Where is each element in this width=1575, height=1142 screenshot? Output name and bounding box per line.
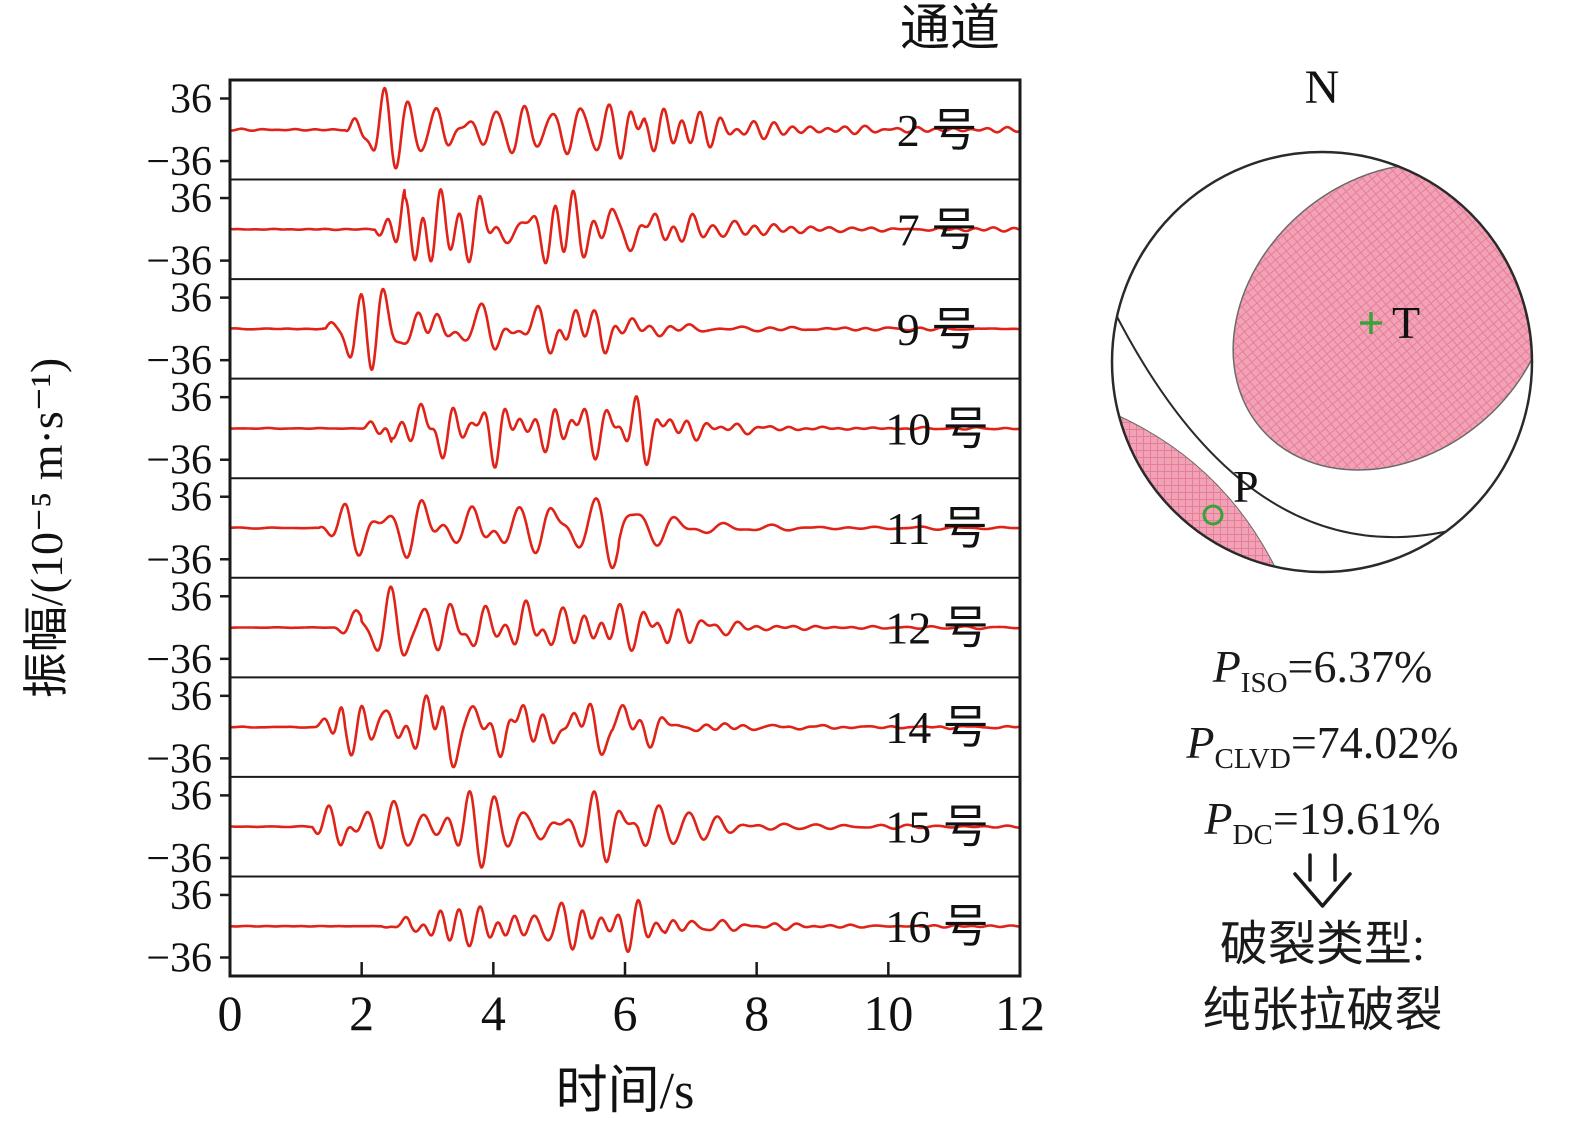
p-symbol: P: [1186, 717, 1215, 768]
channel-column-title: 通道: [900, 0, 1000, 56]
y-tick-label: −36: [146, 139, 212, 185]
waveform-trace-9: [231, 898, 1019, 953]
conclusion-text: 破裂类型: 纯张拉破裂: [1070, 912, 1575, 1044]
waveform-trace-8: [231, 790, 1019, 869]
conclusion-line-2: 纯张拉破裂: [1202, 984, 1443, 1037]
x-axis-label: 时间/s: [556, 1063, 695, 1120]
channel-label: 16 号: [885, 901, 989, 952]
y-tick-label: 36: [170, 773, 212, 819]
y-tick-label: 36: [170, 873, 212, 919]
y-tick-label: 36: [170, 77, 212, 123]
waveform-trace-3: [231, 287, 1019, 371]
p-subscript: ISO: [1240, 667, 1288, 699]
north-label: N: [1305, 61, 1340, 114]
channel-label: 15 号: [885, 802, 989, 853]
p-symbol: P: [1212, 641, 1241, 692]
t-axis-label: T: [1392, 297, 1420, 348]
x-tick-label: 4: [481, 985, 506, 1041]
channel-label: 12 号: [885, 603, 989, 654]
channel-label: 7 号: [897, 204, 978, 255]
x-tick-label: 8: [744, 985, 769, 1041]
decomposition-stats: PISO=6.37% PCLVD=74.02% PDC=19.61%: [1070, 632, 1575, 860]
conclusion-line-1: 破裂类型:: [1219, 918, 1426, 971]
p-axis-label: P: [1233, 461, 1259, 512]
beachball-panel: N T P: [1110, 61, 1534, 574]
y-tick-label: −36: [146, 936, 212, 982]
plot-border: [228, 78, 1022, 978]
y-tick-label: 36: [170, 574, 212, 620]
beachball-outline: [1110, 150, 1534, 574]
x-tick-label: 0: [218, 985, 243, 1041]
waveform-trace-4: [231, 395, 1019, 469]
y-tick-label: 36: [170, 176, 212, 222]
y-tick-label: −36: [146, 438, 212, 484]
x-axis: 0 2 4 6 8 10 12: [218, 962, 1045, 1041]
stat-p-iso: PISO=6.37%: [1070, 632, 1575, 708]
y-tick-label: −36: [146, 239, 212, 285]
waveform-trace-7: [231, 694, 1019, 769]
y-tick-label: −36: [146, 338, 212, 384]
y-tick-label: 36: [170, 475, 212, 521]
p-value: =6.37%: [1287, 641, 1433, 692]
x-tick-label: 6: [613, 985, 638, 1041]
double-down-arrow-icon: [1275, 852, 1370, 914]
x-tick-label: 2: [349, 985, 374, 1041]
stat-p-clvd: PCLVD=74.02%: [1070, 708, 1575, 784]
channel-label: 2 号: [897, 105, 978, 156]
p-value: =19.61%: [1272, 793, 1441, 844]
y-tick-label: 36: [170, 674, 212, 720]
stat-p-dc: PDC=19.61%: [1070, 784, 1575, 860]
y-tick-label: −36: [146, 736, 212, 782]
channel-label: 10 号: [885, 403, 989, 454]
waveform-panel: 通道 振幅/(10⁻⁵ m·s⁻¹) 时间/s 36−362 号36−367 号…: [21, 0, 1045, 1120]
p-subscript: CLVD: [1214, 743, 1291, 775]
p-symbol: P: [1204, 793, 1233, 844]
channel-label: 14 号: [885, 702, 989, 753]
p-value: =74.02%: [1290, 717, 1459, 768]
waveform-trace-2: [231, 188, 1019, 265]
p-subscript: DC: [1232, 819, 1273, 851]
y-tick-label: −36: [146, 637, 212, 683]
p-axis-marker: [1202, 504, 1224, 526]
channel-label: 9 号: [897, 304, 978, 355]
channel-label: 11 号: [886, 503, 988, 554]
nodal-plane-arc: [1112, 306, 1473, 539]
y-tick-label: −36: [146, 537, 212, 583]
t-axis-marker: [1360, 312, 1382, 334]
y-tick-label: 36: [170, 375, 212, 421]
waveform-trace-1: [231, 86, 1019, 170]
y-tick-label: −36: [146, 836, 212, 882]
y-axis-label: 振幅/(10⁻⁵ m·s⁻¹): [21, 358, 72, 698]
waveform-trace-6: [231, 585, 1019, 657]
x-tick-label: 10: [863, 985, 913, 1041]
y-tick-label: 36: [170, 276, 212, 322]
x-tick-label: 12: [995, 985, 1045, 1041]
waveform-trace-5: [231, 497, 1019, 570]
